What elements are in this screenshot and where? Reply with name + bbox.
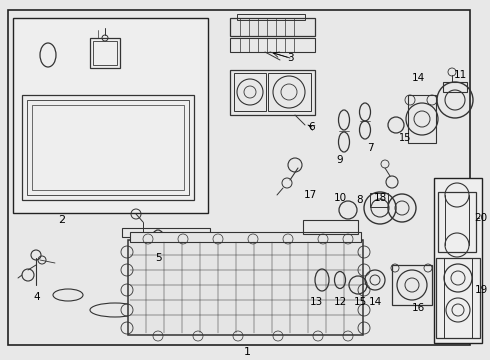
- Text: 13: 13: [309, 297, 322, 307]
- Bar: [230, 38, 315, 52]
- Text: 14: 14: [412, 73, 425, 83]
- Bar: [93, 41, 117, 65]
- Text: 1: 1: [244, 347, 250, 357]
- Text: 7: 7: [367, 143, 373, 153]
- Bar: [408, 95, 436, 143]
- Text: 3: 3: [287, 53, 294, 63]
- Bar: [32, 105, 184, 190]
- Bar: [234, 73, 266, 111]
- Text: 8: 8: [357, 195, 363, 205]
- Text: 19: 19: [474, 285, 488, 295]
- Text: 14: 14: [368, 297, 382, 307]
- Text: 5: 5: [155, 253, 161, 263]
- Bar: [22, 95, 194, 200]
- Text: 9: 9: [337, 155, 343, 165]
- Text: 10: 10: [333, 193, 346, 203]
- Bar: [237, 14, 305, 20]
- Text: 2: 2: [58, 215, 66, 225]
- Bar: [90, 38, 120, 68]
- Text: 17: 17: [303, 190, 317, 200]
- Text: 6: 6: [309, 122, 315, 132]
- Bar: [268, 73, 311, 111]
- Text: 4: 4: [34, 292, 40, 302]
- Bar: [122, 228, 210, 237]
- Bar: [230, 18, 315, 36]
- Bar: [434, 178, 482, 343]
- Text: 15: 15: [399, 133, 411, 143]
- Bar: [392, 265, 432, 305]
- Bar: [443, 82, 467, 92]
- Bar: [128, 240, 363, 335]
- Bar: [230, 70, 315, 115]
- Text: 11: 11: [453, 70, 466, 80]
- Bar: [370, 193, 388, 207]
- Bar: [13, 18, 208, 213]
- Text: 12: 12: [333, 297, 346, 307]
- Bar: [27, 100, 189, 195]
- Text: 20: 20: [474, 213, 488, 223]
- Bar: [130, 232, 361, 242]
- Text: 18: 18: [373, 193, 387, 203]
- Bar: [436, 258, 480, 338]
- Text: 15: 15: [353, 297, 367, 307]
- Bar: [303, 220, 358, 234]
- Bar: [438, 192, 476, 252]
- Text: 16: 16: [412, 303, 425, 313]
